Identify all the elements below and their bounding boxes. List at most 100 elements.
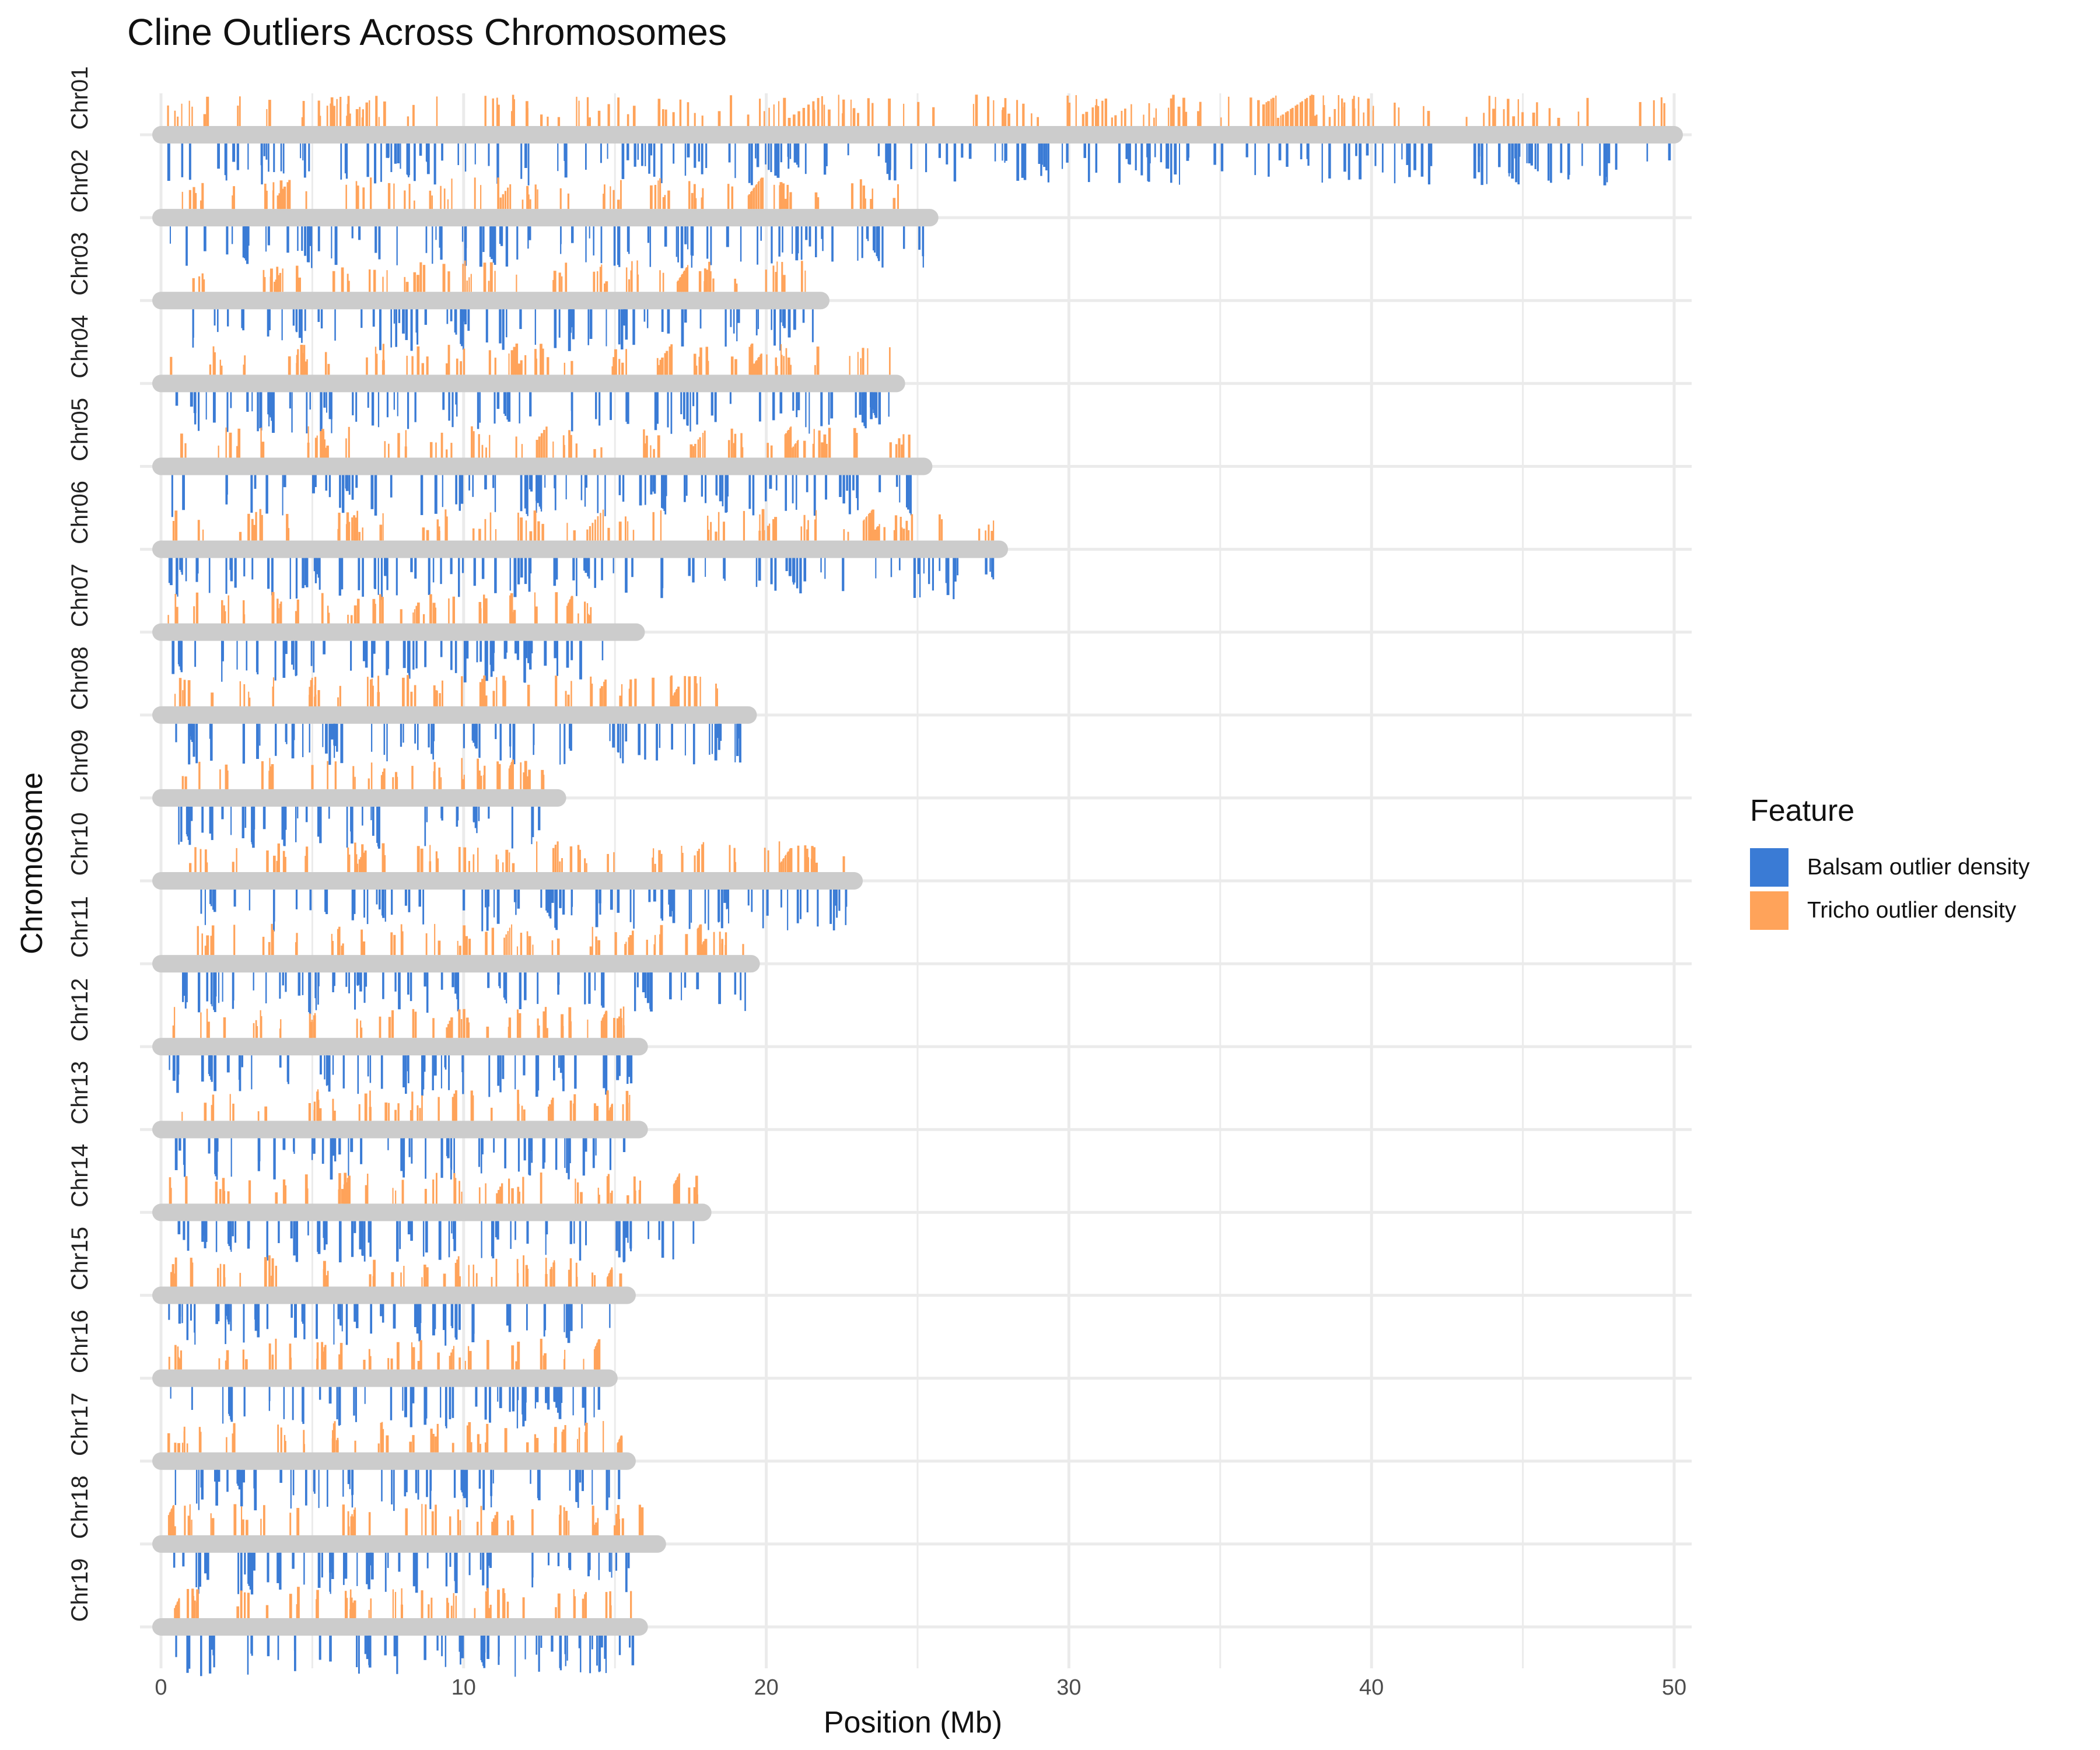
tricho-density-mark: [436, 690, 438, 706]
balsam-density-mark: [259, 392, 261, 429]
balsam-density-mark: [488, 1055, 491, 1097]
tricho-density-mark: [526, 186, 529, 209]
balsam-density-mark: [455, 1304, 458, 1340]
tricho-density-mark: [283, 186, 286, 209]
tricho-density-mark: [287, 528, 290, 541]
tricho-density-mark: [1037, 117, 1040, 127]
balsam-density-mark: [393, 309, 396, 324]
tricho-density-mark: [332, 1098, 334, 1121]
balsam-density-mark: [307, 1221, 309, 1236]
balsam-density-mark: [519, 972, 522, 1010]
balsam-density-mark: [180, 640, 183, 673]
balsam-density-mark: [585, 475, 587, 488]
balsam-density-mark: [302, 1304, 304, 1324]
tricho-density-mark: [181, 776, 184, 789]
tricho-density-mark: [187, 1588, 190, 1618]
balsam-density-mark: [654, 392, 657, 430]
balsam-density-mark: [538, 806, 541, 831]
balsam-density-mark: [374, 558, 376, 589]
balsam-density-mark: [780, 890, 782, 908]
tricho-density-mark: [524, 761, 527, 789]
tricho-density-mark: [768, 107, 770, 127]
tricho-density-mark: [429, 442, 433, 458]
tricho-density-mark: [209, 364, 212, 375]
tricho-density-mark: [684, 676, 687, 706]
balsam-density-mark: [633, 890, 635, 929]
balsam-density-mark: [291, 723, 295, 759]
tricho-density-mark: [1291, 107, 1294, 127]
balsam-density-mark: [502, 309, 505, 331]
balsam-density-mark: [627, 1552, 630, 1569]
balsam-density-mark: [468, 475, 471, 491]
balsam-density-mark: [1174, 144, 1177, 175]
tricho-density-mark: [521, 1105, 523, 1121]
balsam-density-mark: [681, 972, 682, 1000]
x-axis-labels: 0 10 20 30 40 50: [155, 1675, 1686, 1700]
balsam-density-mark: [265, 226, 267, 252]
balsam-density-mark: [242, 806, 244, 839]
tricho-density-mark: [200, 1012, 202, 1038]
tricho-density-mark: [449, 1020, 452, 1038]
tricho-density-mark: [516, 1259, 519, 1287]
tricho-density-mark: [673, 1183, 676, 1204]
balsam-density-mark: [555, 890, 558, 930]
tricho-density-mark: [324, 447, 327, 458]
tricho-density-mark: [774, 517, 778, 541]
balsam-density-mark: [415, 1552, 418, 1593]
tricho-density-mark: [320, 431, 323, 458]
balsam-density-mark: [186, 226, 188, 266]
tricho-density-mark: [425, 933, 428, 956]
balsam-density-mark: [985, 558, 988, 575]
y-tick-label: Chr17: [67, 1392, 93, 1456]
balsam-density-mark: [551, 890, 554, 903]
tricho-density-mark: [870, 199, 873, 209]
balsam-density-mark: [460, 1635, 461, 1665]
tricho-density-mark: [607, 527, 610, 541]
tricho-density-mark: [511, 1188, 514, 1204]
balsam-density-mark: [362, 806, 363, 826]
tricho-density-mark: [813, 847, 816, 872]
balsam-density-mark: [331, 723, 334, 740]
tricho-density-mark: [576, 1276, 578, 1287]
tricho-density-mark: [473, 431, 475, 458]
tricho-density-mark: [349, 1589, 352, 1618]
tricho-density-mark: [452, 596, 455, 624]
tricho-density-mark: [621, 362, 624, 375]
balsam-density-mark: [450, 1138, 452, 1168]
balsam-density-mark: [598, 1635, 600, 1672]
balsam-density-mark: [823, 144, 827, 175]
tricho-density-mark: [685, 267, 688, 292]
tricho-density-mark: [694, 198, 697, 209]
balsam-density-mark: [211, 972, 213, 1007]
balsam-density-mark: [845, 890, 847, 925]
tricho-density-mark: [805, 848, 808, 872]
tricho-density-mark: [724, 932, 727, 956]
balsam-density-mark: [805, 226, 808, 240]
tricho-density-mark: [180, 433, 183, 458]
balsam-density-mark: [478, 1469, 481, 1489]
tricho-density-mark: [1016, 100, 1019, 127]
balsam-density-mark: [352, 392, 354, 415]
balsam-density-mark: [236, 144, 239, 170]
balsam-density-mark: [939, 558, 941, 571]
balsam-density-mark: [337, 1304, 340, 1320]
tricho-density-mark: [747, 114, 750, 127]
tricho-density-mark: [1091, 107, 1094, 127]
tricho-density-mark: [1294, 106, 1298, 127]
tricho-density-mark: [787, 357, 790, 375]
balsam-density-mark: [354, 1304, 356, 1322]
tricho-density-mark: [593, 278, 595, 292]
balsam-density-mark: [186, 806, 189, 836]
x-axis-title: Position (Mb): [824, 1706, 1002, 1740]
balsam-density-mark: [1394, 144, 1396, 184]
balsam-density-mark: [872, 226, 875, 251]
tricho-density-mark: [497, 177, 499, 209]
balsam-density-mark: [536, 1387, 539, 1402]
balsam-density-mark: [214, 972, 216, 1012]
balsam-density-mark: [496, 144, 499, 184]
tricho-density-mark: [567, 694, 570, 706]
balsam-density-mark: [420, 475, 424, 516]
tricho-density-mark: [313, 1101, 316, 1121]
balsam-density-mark: [331, 1552, 334, 1579]
tricho-density-mark: [515, 436, 517, 458]
